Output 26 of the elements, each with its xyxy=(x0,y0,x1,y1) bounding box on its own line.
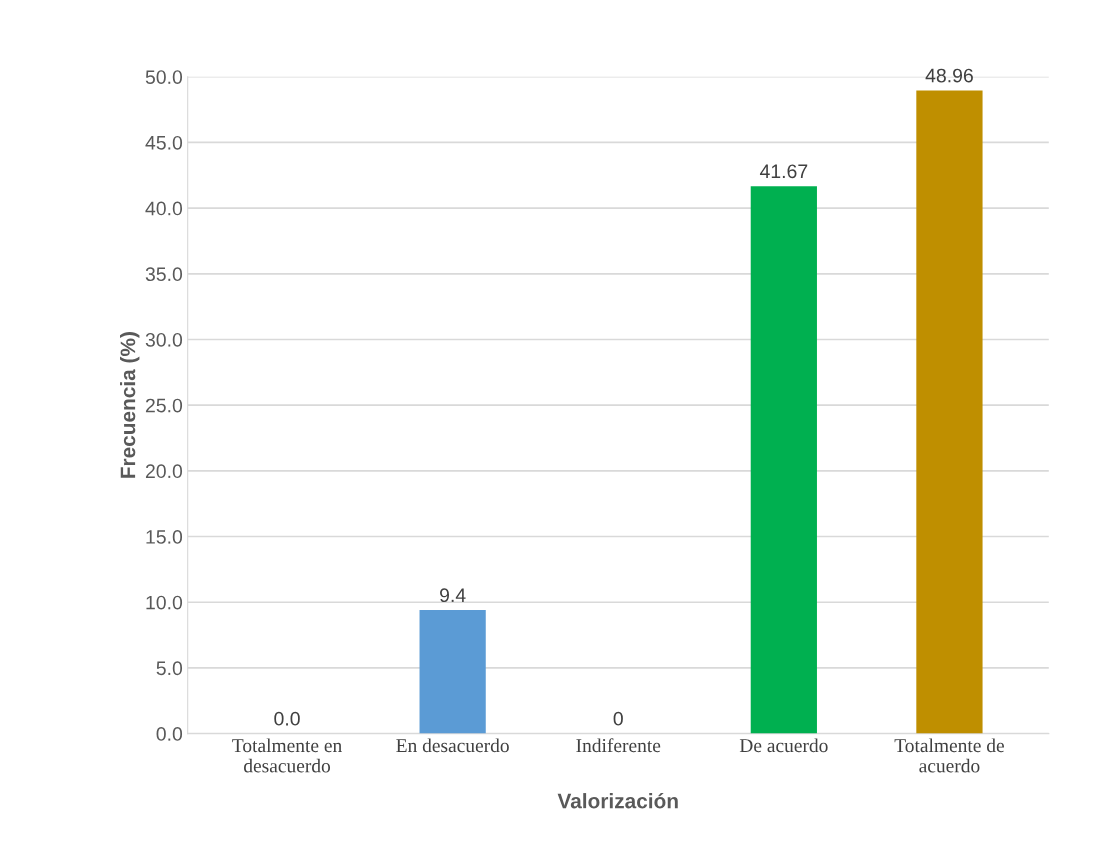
y-tick-label: 0.0 xyxy=(156,727,183,741)
x-tick-label: Totalmente en desacuerdo xyxy=(232,738,342,773)
y-tick-label: 50.0 xyxy=(145,70,183,85)
bar xyxy=(419,610,486,734)
data-label: 48.96 xyxy=(925,68,973,83)
data-label: 0.0 xyxy=(274,711,300,726)
y-tick-label: 30.0 xyxy=(145,332,183,347)
x-tick-label: En desacuerdo xyxy=(396,738,509,753)
data-label: 9.4 xyxy=(440,588,466,603)
data-label: 41.67 xyxy=(759,164,808,179)
x-tick-label: Totalmente de acuerdo xyxy=(894,738,1004,773)
x-tick-label: De acuerdo xyxy=(739,738,828,753)
y-axis-title: Frecuencia (%) xyxy=(120,332,140,478)
y-tick-label: 45.0 xyxy=(145,135,183,150)
data-label: 0 xyxy=(613,711,623,726)
y-tick-label: 25.0 xyxy=(145,398,183,413)
bar xyxy=(750,186,817,734)
y-tick-label: 15.0 xyxy=(146,530,183,544)
y-tick-label: 40.0 xyxy=(145,201,183,216)
bar xyxy=(916,90,983,734)
y-tick-label: 20.0 xyxy=(145,464,183,479)
y-tick-label: 5.0 xyxy=(156,661,183,676)
x-axis-title: Valorización xyxy=(557,792,678,809)
y-tick-label: 10.0 xyxy=(146,595,183,610)
x-tick-label: Indiferente xyxy=(576,738,661,753)
y-tick-label: 35.0 xyxy=(145,267,183,282)
